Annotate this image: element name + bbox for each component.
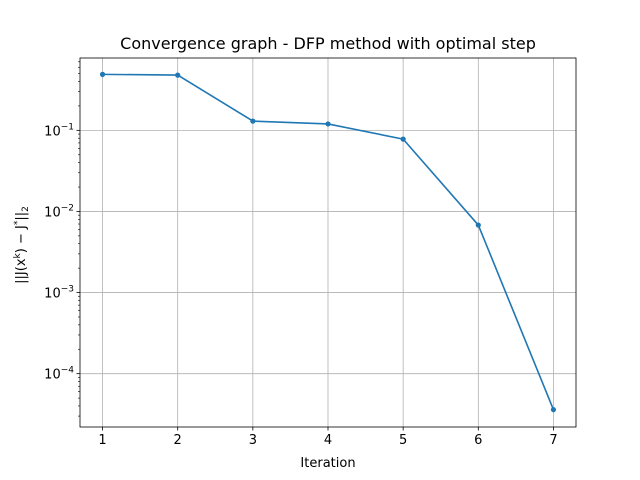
y-tick-label-exponent: −1 [61,122,74,132]
data-point [175,72,181,78]
y-axis-label-main: ||J(x [14,258,29,284]
y-tick-label-base: 10 [44,368,61,383]
y-axis-label-mid: ) − J [14,225,29,253]
y-axis-label: ||J(xk) − J*||2 [13,206,31,284]
y-axis-ticks: 10−110−210−310−4 [44,61,80,417]
x-tick-label: 1 [98,433,106,448]
y-tick-label-exponent: −2 [61,203,74,213]
data-point [475,222,481,228]
y-tick-label: 10−1 [44,122,74,139]
y-axis-label-end: || [14,212,29,221]
y-tick-label: 10−4 [44,366,74,383]
y-tick-label: 10−3 [44,285,74,302]
x-tick-label: 5 [399,433,407,448]
x-tick-label: 6 [474,433,482,448]
data-point [550,407,557,413]
y-axis-label-sub: 2 [21,206,31,212]
chart-title: Convergence graph - DFP method with opti… [120,34,536,53]
data-point [250,118,256,124]
data-point [99,71,106,77]
data-point-layer [99,71,557,413]
y-tick-label-exponent: −3 [61,285,74,295]
y-tick-label-exponent: −4 [61,366,75,376]
x-tick-label: 7 [549,433,557,448]
x-axis-ticks: 1 2 3 4 5 6 7 [98,427,558,448]
y-tick-label: 10−2 [44,203,74,220]
data-point [325,121,331,127]
y-axis-label-sup-k: k [13,252,23,258]
x-axis-label: Iteration [300,456,355,471]
x-tick-label: 3 [249,433,257,448]
y-tick-label-base: 10 [44,205,61,220]
x-tick-label: 4 [324,433,332,448]
y-tick-label-base: 10 [44,124,61,139]
data-point [400,136,406,142]
y-axis-label-sup-star: * [13,220,23,225]
y-tick-label-base: 10 [44,287,61,302]
x-tick-label: 2 [174,433,182,448]
